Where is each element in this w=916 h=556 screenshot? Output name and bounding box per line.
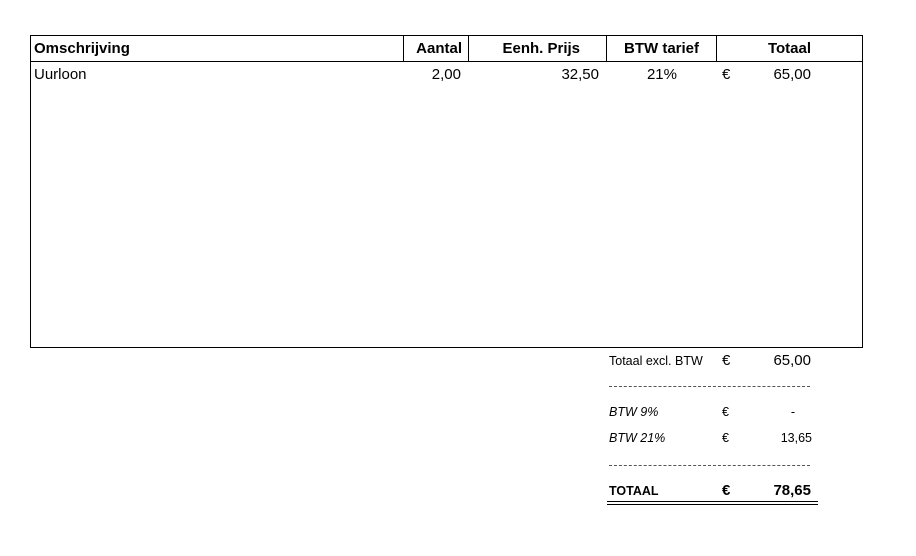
invoice-table: Omschrijving Aantal Eenh. Prijs BTW tari…: [30, 35, 863, 348]
summary-currency: €: [722, 482, 731, 499]
header-cell: Omschrijving: [34, 40, 130, 57]
cell: 21%: [646, 66, 677, 83]
summary-label: BTW 21%: [609, 431, 666, 445]
double-underline: [607, 501, 818, 505]
summary-amount: 13,65: [780, 431, 812, 445]
separator: [609, 386, 810, 387]
cell: €: [722, 66, 731, 83]
summary-currency: €: [722, 431, 729, 445]
summary-currency: €: [722, 405, 729, 419]
cell: 32,50: [561, 66, 599, 83]
summary-label: BTW 9%: [609, 405, 659, 419]
header-cell: Aantal: [403, 36, 468, 61]
summary-amount: 65,00: [773, 352, 811, 369]
cell: 65,00: [773, 66, 811, 83]
summary-label: TOTAAL: [609, 484, 659, 498]
cell: Uurloon: [34, 66, 87, 83]
header-cell: BTW tarief: [606, 36, 716, 61]
summary-amount: 78,65: [773, 482, 811, 499]
header-row: Omschrijving Aantal Eenh. Prijs BTW tari…: [31, 36, 862, 62]
summary-label: Totaal excl. BTW: [609, 354, 703, 368]
summary-amount: -: [790, 405, 796, 419]
header-cell: Totaal: [716, 36, 862, 61]
summary-currency: €: [722, 352, 731, 369]
header-cell: Eenh. Prijs: [468, 36, 606, 61]
separator: [609, 465, 810, 466]
cell: 2,00: [431, 66, 461, 83]
